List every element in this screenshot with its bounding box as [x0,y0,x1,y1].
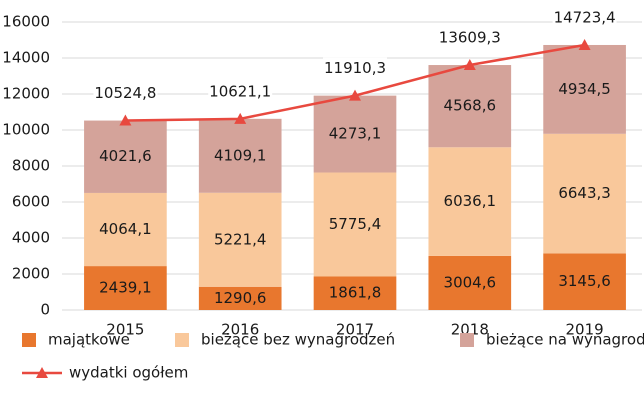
bar-segment [313,95,397,173]
y-tick-label: 16000 [2,13,50,31]
legend-swatch [22,333,36,347]
legend-item: bieżące bez wynagrodzeń [175,331,395,349]
x-tick-label: 2017 [336,321,374,339]
bar-segment [543,44,626,134]
bar-segment [84,120,167,193]
y-tick-label: 2000 [12,265,50,283]
bar-segment [84,192,167,267]
y-tick-label: 8000 [12,157,50,175]
data-label: 3004,6 [444,273,497,291]
y-tick-label: 0 [40,301,50,319]
data-label: 10621,1 [209,82,271,100]
data-label: 4273,1 [329,125,382,143]
x-tick-label: 2015 [106,321,144,339]
bar-segment [543,253,626,310]
data-label: 13609,3 [439,29,501,47]
legend-item: majątkowe [22,331,130,349]
data-label: 10524,8 [94,84,156,102]
bar-segment [84,266,167,310]
y-tick-label: 4000 [12,229,50,247]
legend-swatch [175,333,189,347]
data-label: 1290,6 [214,289,267,307]
x-tick-label: 2019 [566,321,604,339]
bar-segment [198,286,282,310]
data-label: 5775,4 [329,215,382,233]
label-bg [323,57,387,78]
bar-segment [198,192,282,287]
x-tick-label: 2016 [221,321,259,339]
label-bg [208,80,273,101]
legend-item: bieżące na wynagrodzenia z pochodnymi [460,331,644,349]
data-label: 4021,6 [99,147,152,165]
data-label: 6036,1 [444,192,497,210]
bar-segment [198,118,282,193]
bar-segment [428,65,512,148]
data-label: 2439,1 [99,279,152,297]
y-tick-label: 12000 [2,85,50,103]
legend-label: majątkowe [48,331,130,349]
data-label: 14723,4 [554,8,616,26]
data-label: 4109,1 [214,146,267,164]
label-bg [437,27,502,48]
legend-label: bieżące na wynagrodzenia z pochodnymi [486,331,644,349]
bar-segment [313,276,397,310]
data-label: 6643,3 [558,184,611,202]
y-tick-label: 10000 [2,121,50,139]
bar-segment [543,133,626,254]
data-label: 4568,6 [444,97,497,115]
legend-label: wydatki ogółem [69,364,188,382]
legend-marker [36,367,48,378]
y-tick-label: 14000 [2,49,50,67]
y-tick-label: 6000 [12,193,50,211]
bar-segment [428,147,512,256]
bar-segment [428,255,512,310]
data-label: 4064,1 [99,220,152,238]
legend-label: bieżące bez wynagrodzeń [201,331,395,349]
line-marker [234,112,247,124]
legend-swatch [460,333,474,347]
data-label: 11910,3 [324,59,386,77]
line-marker [463,59,476,71]
data-label: 5221,4 [214,230,267,248]
legend-item: wydatki ogółem [22,364,188,382]
bar-segment [313,172,397,277]
label-bg [93,82,158,103]
line-marker [349,89,361,101]
data-label: 1861,8 [329,284,382,302]
label-bg [552,6,617,27]
data-label: 4934,5 [558,80,611,98]
line-marker [119,114,132,126]
data-label: 3145,6 [558,272,611,290]
line-marker [578,38,591,50]
